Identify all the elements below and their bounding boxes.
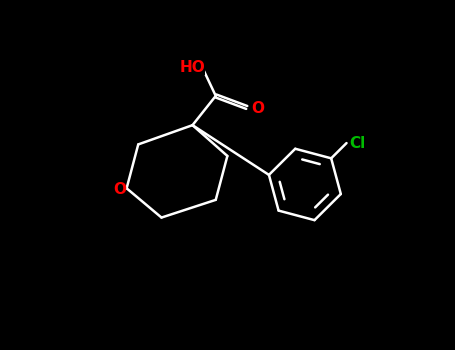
Text: Cl: Cl [349, 135, 365, 150]
Text: O: O [251, 102, 264, 117]
Text: HO: HO [180, 60, 205, 75]
Text: O: O [113, 182, 126, 197]
